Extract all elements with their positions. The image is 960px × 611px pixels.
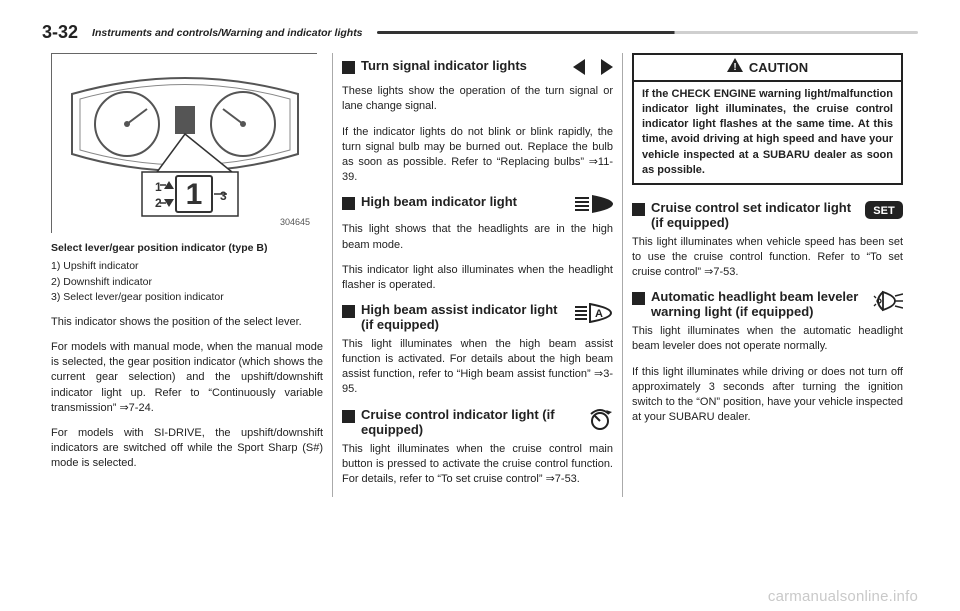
cruise-control-icon [587, 408, 613, 435]
caution-header: ! CAUTION [634, 55, 901, 82]
svg-text:A: A [595, 308, 603, 320]
bullet-icon [342, 61, 355, 74]
header-rule [377, 31, 918, 34]
bullet-icon [632, 292, 645, 305]
figure-legend: 1) Upshift indicator 2) Downshift indica… [51, 259, 323, 304]
high-beam-assist-icon: A [575, 303, 613, 328]
column-3: ! CAUTION If the CHECK ENGINE warning li… [622, 53, 912, 497]
watermark: carmanualsonline.info [768, 588, 918, 605]
body-text: This light illuminates when the automati… [632, 324, 903, 354]
body-text: This indicator light also illuminates wh… [342, 263, 613, 293]
section-title: High beam assist indicator light (if equ… [361, 303, 569, 333]
figure-caption: Select lever/gear position indicator (ty… [51, 241, 323, 255]
body-text: This light illuminates when vehicle spee… [632, 235, 903, 281]
gear-indicator-figure: 1 1 2 3 304645 [51, 53, 317, 233]
body-text: For models with SI-DRIVE, the upshift/do… [51, 426, 323, 472]
section-title: High beam indicator light [361, 195, 569, 210]
section-heading: High beam assist indicator light (if equ… [342, 303, 613, 333]
body-text: This light shows that the headlights are… [342, 222, 613, 252]
columns: 1 1 2 3 304645 Select lever/gear positio… [42, 53, 918, 497]
set-icon: SET [865, 201, 903, 224]
svg-text:SET: SET [873, 205, 895, 217]
section-heading: Cruise control indicator light (if equip… [342, 408, 613, 438]
breadcrumb: Instruments and controls/Warning and ind… [92, 27, 363, 39]
headlight-leveler-icon [873, 290, 903, 317]
bullet-icon [342, 197, 355, 210]
warning-icon: ! [727, 58, 743, 77]
column-2: Turn signal indicator lights These light… [332, 53, 622, 497]
body-text: These lights show the operation of the t… [342, 84, 613, 114]
page-header: 3-32 Instruments and controls/Warning an… [42, 22, 918, 43]
bullet-icon [632, 203, 645, 216]
svg-text:3: 3 [220, 189, 227, 203]
section-heading: Cruise control set indicator light (if e… [632, 201, 903, 231]
svg-text:1: 1 [186, 178, 203, 211]
section-heading: Automatic headlight beam leveler warning… [632, 290, 903, 320]
body-text: This light illuminates when the high bea… [342, 337, 613, 398]
column-1: 1 1 2 3 304645 Select lever/gear positio… [42, 53, 332, 497]
section-heading: High beam indicator light [342, 195, 613, 218]
caution-body: If the CHECK ENGINE warning light/malfun… [634, 82, 901, 183]
body-text: This indicator shows the position of the… [51, 315, 323, 330]
legend-item: 3) Select lever/gear position indicator [51, 290, 323, 304]
body-text: If the indicator lights do not blink or … [342, 125, 613, 186]
body-text: If this light illuminates while driving … [632, 365, 903, 426]
svg-text:1: 1 [155, 180, 162, 194]
bullet-icon [342, 410, 355, 423]
legend-item: 2) Downshift indicator [51, 275, 323, 289]
gauge-cluster-illustration: 1 1 2 3 [52, 54, 318, 234]
turn-signal-icon [573, 59, 613, 80]
legend-item: 1) Upshift indicator [51, 259, 323, 273]
section-title: Cruise control set indicator light (if e… [651, 201, 859, 231]
page: 3-32 Instruments and controls/Warning an… [0, 0, 960, 507]
svg-text:!: ! [733, 62, 736, 72]
figure-id: 304645 [280, 216, 310, 228]
caution-box: ! CAUTION If the CHECK ENGINE warning li… [632, 53, 903, 185]
page-number: 3-32 [42, 22, 78, 43]
body-text: This light illuminates when the cruise c… [342, 442, 613, 488]
section-title: Turn signal indicator lights [361, 59, 567, 74]
caution-label: CAUTION [749, 59, 808, 77]
body-text: For models with manual mode, when the ma… [51, 340, 323, 416]
bullet-icon [342, 305, 355, 318]
section-heading: Turn signal indicator lights [342, 59, 613, 80]
section-title: Automatic headlight beam leveler warning… [651, 290, 867, 320]
high-beam-icon [575, 195, 613, 218]
section-title: Cruise control indicator light (if equip… [361, 408, 581, 438]
